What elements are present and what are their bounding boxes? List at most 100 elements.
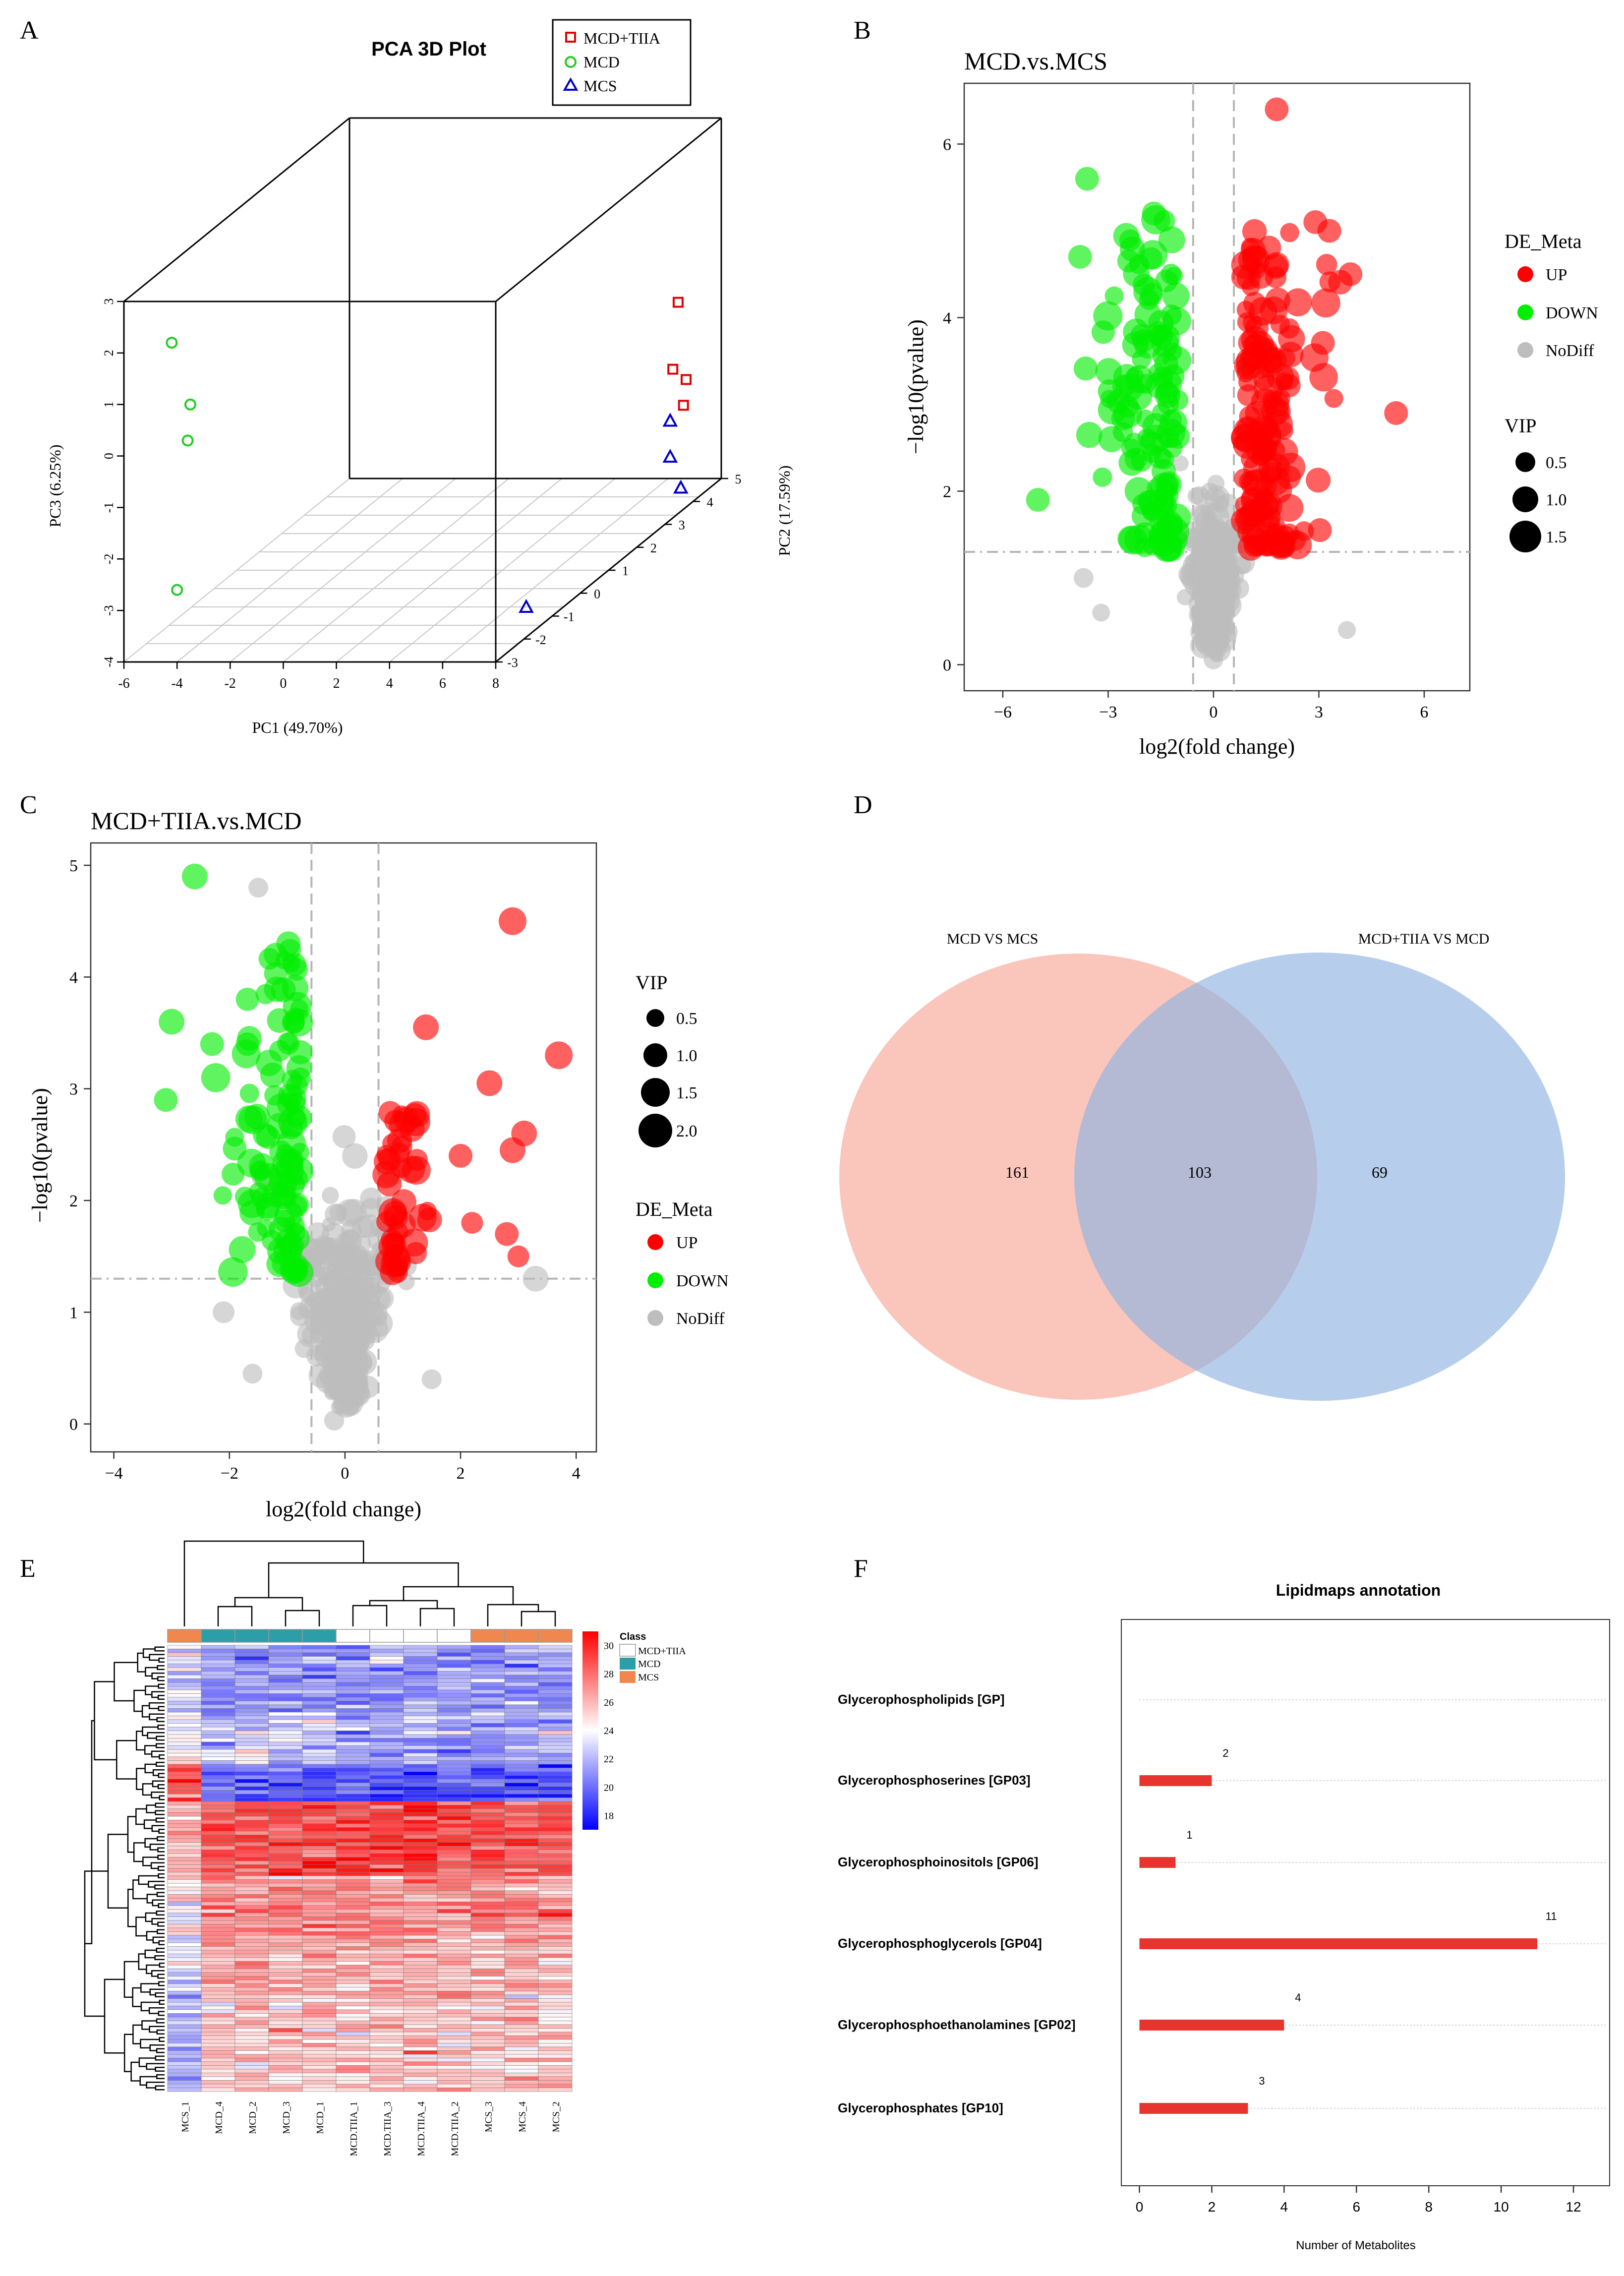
heatmap-cell	[504, 1939, 539, 1943]
heatmap-cell	[369, 1768, 404, 1772]
heatmap-cell	[470, 1872, 505, 1876]
heatmap-cell	[403, 1868, 438, 1872]
heatmap-cell	[403, 1835, 438, 1839]
volcano-b-x-tick-label: 3	[1315, 703, 1323, 721]
heatmap-cell	[302, 1883, 337, 1887]
dendrogram-branch	[144, 1838, 158, 1848]
volcano-b-point	[1294, 521, 1314, 541]
heatmap-cell	[336, 1779, 370, 1783]
heatmap-cell	[268, 1890, 303, 1895]
volcano-c-point	[244, 1103, 270, 1130]
heatmap-cell	[234, 1686, 269, 1690]
heatmap-cell	[302, 1872, 337, 1876]
heatmap-cell	[369, 2054, 404, 2058]
heatmap-cell	[470, 2009, 505, 2014]
volcano-c-point	[391, 1136, 412, 1157]
legend-b-down-dot	[1517, 304, 1533, 320]
heatmap-cell	[201, 1846, 235, 1850]
heatmap-cell	[234, 1994, 269, 1999]
heatmap-cell	[302, 2002, 337, 2006]
heatmap-cell	[437, 1797, 471, 1802]
heatmap-cell	[167, 1775, 202, 1780]
heatmap-cell	[437, 1671, 471, 1676]
heatmap-cell	[302, 1712, 337, 1716]
heatmap-cell	[504, 1756, 539, 1761]
dendrogram-branch	[142, 1857, 158, 1866]
heatmap-cell	[167, 1701, 202, 1705]
heatmap-cell	[369, 1719, 404, 1724]
heatmap-cell	[504, 1704, 539, 1709]
heatmap-scale-tick-label: 18	[604, 1810, 614, 1821]
heatmap-cell	[437, 1872, 471, 1876]
heatmap-cell	[201, 1741, 235, 1746]
heatmap-cell	[369, 1890, 404, 1895]
heatmap-cell	[234, 1682, 269, 1686]
volcano-c-x-tick-label: −2	[221, 1464, 238, 1483]
heatmap-cell	[504, 1645, 539, 1649]
heatmap-cell	[336, 1816, 370, 1820]
heatmap-cell	[167, 1879, 202, 1884]
heatmap-cell	[268, 1678, 303, 1683]
heatmap-cell	[504, 1991, 539, 1995]
heatmap-cell	[336, 1898, 370, 1902]
heatmap-cell	[369, 1927, 404, 1932]
heatmap-cell	[201, 1898, 235, 1902]
heatmap-cell	[268, 1931, 303, 1936]
heatmap-cell	[167, 1898, 202, 1902]
heatmap-cell	[302, 1664, 337, 1668]
heatmap-cell	[336, 1753, 370, 1757]
heatmap-cell	[403, 1768, 438, 1772]
lipid-x-tick-label: 0	[1136, 2199, 1144, 2215]
heatmap-cell	[437, 1831, 471, 1835]
heatmap-cell	[403, 1727, 438, 1731]
legend-b-vip-label-1: 0.5	[1546, 454, 1567, 472]
heatmap-cell	[403, 1719, 438, 1724]
heatmap-cell	[437, 1827, 471, 1832]
heatmap-cell	[470, 1689, 505, 1694]
heatmap-cell	[336, 1972, 370, 1977]
legend-c-vip-label-4: 2.0	[676, 1122, 697, 1140]
heatmap-cell	[504, 2061, 539, 2066]
heatmap-cell	[437, 1935, 471, 1939]
heatmap-cell	[369, 1860, 404, 1865]
heatmap-cell	[504, 1983, 539, 1988]
heatmap-cell	[268, 2002, 303, 2006]
volcano-b-point	[1148, 445, 1171, 469]
heatmap-cell	[302, 1979, 337, 1984]
legend-mcd-marker	[565, 56, 577, 68]
heatmap-cell	[470, 1965, 505, 1969]
heatmap-cell	[504, 1783, 539, 1787]
heatmap-cell	[336, 1741, 370, 1746]
dendrogram-branch	[155, 1992, 165, 1997]
heatmap-cell	[201, 1883, 235, 1887]
heatmap-cell	[403, 1875, 438, 1880]
heatmap-cell	[201, 1976, 235, 1980]
heatmap-cell	[470, 2036, 505, 2040]
heatmap-cell	[538, 1697, 573, 1701]
heatmap-class-cell	[336, 1629, 370, 1643]
heatmap-cell	[336, 1872, 370, 1876]
heatmap-cell	[234, 1645, 269, 1649]
heatmap-cell	[167, 1853, 202, 1857]
volcano-b-point	[1241, 238, 1260, 256]
heatmap-cell	[167, 1887, 202, 1891]
heatmap-cell	[437, 2024, 471, 2029]
dendrogram-branch	[149, 1713, 165, 1721]
heatmap-cell	[403, 1823, 438, 1828]
heatmap-column-label: MCD_2	[247, 2101, 258, 2134]
heatmap-cell	[336, 1850, 370, 1854]
heatmap-cell	[470, 1927, 505, 1932]
heatmap-cell	[268, 1689, 303, 1694]
heatmap-cell	[336, 1924, 370, 1928]
heatmap-cell	[470, 1991, 505, 1995]
heatmap-cell	[538, 1760, 573, 1765]
pca-ylabel: PC2 (17.59%)	[775, 465, 793, 556]
heatmap-cell	[268, 1965, 303, 1969]
heatmap-cell	[504, 1898, 539, 1902]
heatmap-cell	[437, 2017, 471, 2021]
heatmap-cell	[369, 1753, 404, 1757]
volcano-b-xlabel: log2(fold change)	[1139, 734, 1295, 759]
heatmap-cell	[369, 1712, 404, 1716]
heatmap-cell	[201, 1656, 235, 1661]
heatmap-cell	[302, 1794, 337, 1798]
